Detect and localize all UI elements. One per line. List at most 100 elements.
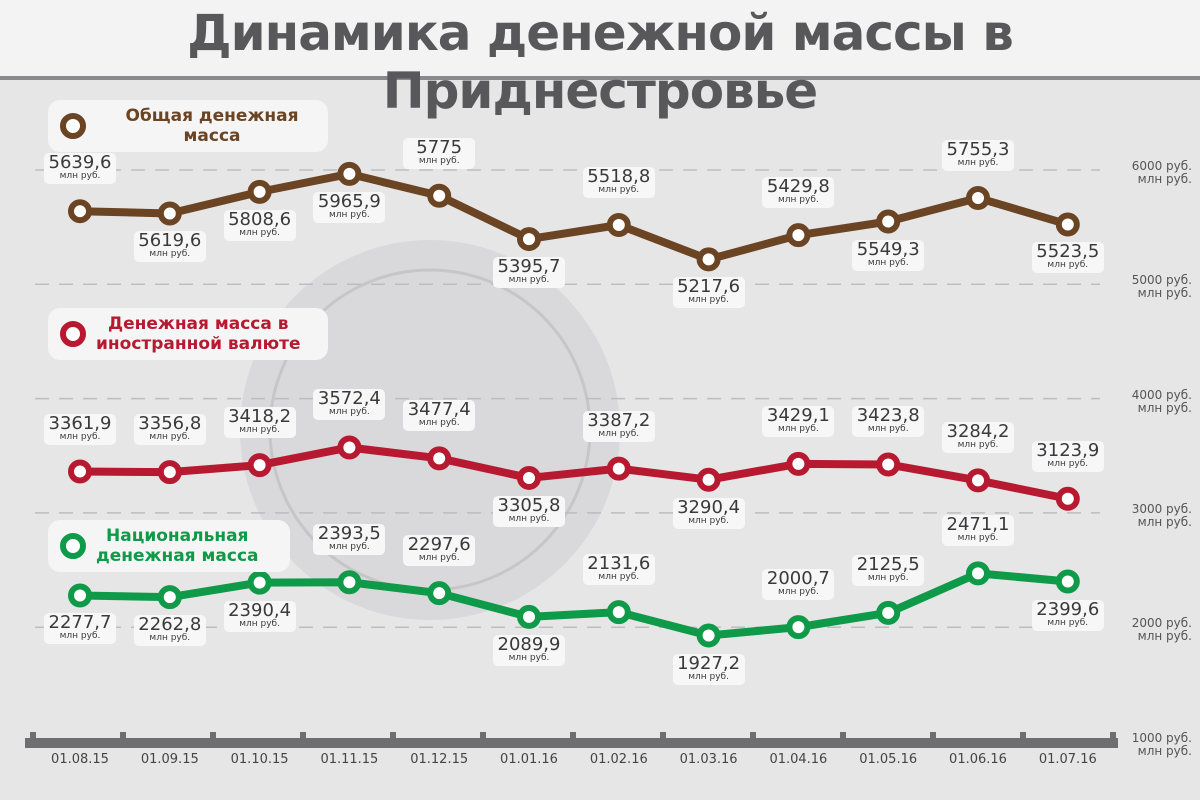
x-tick-label: 01.09.15: [140, 752, 199, 767]
data-label: 2393,5 млн руб.: [313, 523, 386, 556]
y-tick-label: 1000 руб. млн руб.: [1131, 730, 1192, 758]
data-value: 5395,7: [497, 256, 561, 278]
data-value: 2000,7: [766, 568, 830, 590]
data-value: 2399,6: [1036, 598, 1100, 620]
x-tick-label: 01.04.16: [769, 752, 828, 767]
data-point: [786, 223, 811, 248]
y-tick-text: 5000 руб.: [1131, 273, 1192, 288]
data-value: 2471,1: [946, 514, 1010, 536]
data-label: 5639,6 млн руб.: [44, 153, 116, 185]
data-value: 3356,8: [138, 413, 202, 435]
data-value: 5619,6: [138, 230, 202, 252]
data-value: 3418,2: [228, 406, 292, 428]
data-label: 5429,8 млн руб.: [762, 177, 835, 209]
data-value: 3429,1: [766, 404, 830, 426]
data-value: 2089,9: [497, 633, 561, 655]
legend-marker-icon: [60, 321, 86, 347]
x-tick-label: 01.06.16: [949, 752, 1007, 767]
data-point: [1055, 486, 1080, 511]
y-tick-label: 3000 руб. млн руб.: [1132, 502, 1192, 529]
x-axis-tick: [1020, 732, 1026, 740]
data-label: 3418,2 млн руб.: [223, 406, 296, 439]
data-unit: млн руб.: [1047, 617, 1089, 628]
data-value: 5775: [416, 136, 463, 158]
x-axis-tick: [660, 732, 666, 740]
data-point: [696, 623, 721, 648]
data-label: 2125,5 млн руб.: [852, 554, 925, 586]
x-axis-tick: [480, 732, 486, 740]
data-label: 3423,8 млн руб.: [852, 405, 925, 438]
data-point: [337, 161, 362, 186]
data-label: 3305,8 млн руб.: [493, 495, 565, 527]
data-unit: млн руб.: [418, 553, 460, 564]
data-unit: млн руб.: [688, 671, 729, 682]
data-point: [68, 199, 92, 224]
data-value: 3477,4: [407, 399, 471, 421]
y-tick-text: млн руб.: [1137, 743, 1192, 758]
data-label: 5755,3 млн руб.: [942, 139, 1014, 171]
data-point: [247, 453, 272, 478]
data-unit: млн руб.: [867, 257, 909, 268]
legend-national: Национальная денежная масса: [48, 520, 290, 572]
data-point: [427, 183, 452, 208]
data-unit: млн руб.: [778, 587, 819, 598]
x-axis-tick: [750, 732, 756, 740]
data-unit: млн руб.: [778, 195, 819, 206]
data-point: [966, 561, 990, 586]
data-unit: млн руб.: [957, 440, 999, 451]
data-unit: млн руб.: [149, 432, 191, 443]
data-unit: млн руб.: [59, 431, 101, 442]
data-unit: млн руб.: [329, 209, 370, 220]
x-axis-tick: [30, 732, 36, 740]
series-line: [79, 169, 1069, 264]
data-point: [606, 600, 631, 625]
data-label: 5965,9 млн руб.: [313, 191, 386, 223]
data-unit: млн руб.: [508, 652, 550, 663]
data-unit: млн руб.: [239, 227, 280, 238]
data-label: 5549,3 млн руб.: [852, 239, 925, 271]
data-unit: млн руб.: [867, 572, 909, 583]
data-unit: млн руб.: [957, 533, 999, 544]
y-tick-text: 1000 руб.: [1131, 730, 1192, 745]
data-point: [68, 459, 92, 484]
data-value: 2297,6: [407, 534, 471, 556]
data-unit: млн руб.: [418, 155, 460, 166]
data-point: [1055, 212, 1080, 237]
x-tick-label: 01.01.16: [500, 752, 558, 767]
data-value: 2393,5: [317, 523, 381, 545]
data-value: 3361,9: [48, 412, 112, 434]
legend-label-line2: иностранной валюте: [96, 334, 301, 354]
data-point: [157, 201, 182, 226]
y-tick-text: 2000 руб.: [1131, 616, 1192, 631]
data-unit: млн руб.: [149, 249, 191, 260]
x-tick-label: 01.07.16: [1038, 752, 1097, 767]
data-point: [247, 570, 272, 595]
data-label: 3284,2 млн руб.: [942, 422, 1014, 454]
data-unit: млн руб.: [239, 618, 280, 629]
data-value: 3423,8: [856, 405, 920, 427]
data-unit: млн руб.: [957, 157, 999, 168]
data-label: 2297,6 млн руб.: [403, 534, 476, 567]
x-tick-label: 01.11.15: [320, 752, 379, 767]
data-label: 3429,1 млн руб.: [762, 404, 835, 437]
legend-label-line1: Денежная масса в: [107, 314, 289, 334]
data-label: 5518,8 млн руб.: [582, 167, 655, 198]
x-tick-label: 01.10.15: [230, 752, 289, 767]
x-tick-label: 01.12.15: [410, 752, 469, 767]
x-tick-label: 01.03.16: [679, 752, 738, 767]
data-label: 2390,4 млн руб.: [223, 600, 296, 632]
data-value: 2131,6: [587, 553, 651, 575]
x-axis-tick: [210, 732, 216, 740]
data-value: 3572,4: [317, 388, 381, 410]
data-value: 3387,2: [587, 409, 651, 431]
legend-label: Общая денежная масса: [125, 106, 299, 146]
y-tick-text: млн руб.: [1137, 514, 1192, 529]
data-point: [68, 583, 92, 608]
data-point: [157, 585, 182, 610]
data-label: 3572,4 млн руб.: [313, 388, 386, 421]
data-unit: млн руб.: [598, 185, 640, 195]
data-label: 2000,7 млн руб.: [762, 568, 835, 601]
y-tick-text: млн руб.: [1137, 172, 1192, 186]
x-tick-label: 01.02.16: [589, 752, 648, 767]
data-value: 3123,9: [1036, 439, 1100, 461]
